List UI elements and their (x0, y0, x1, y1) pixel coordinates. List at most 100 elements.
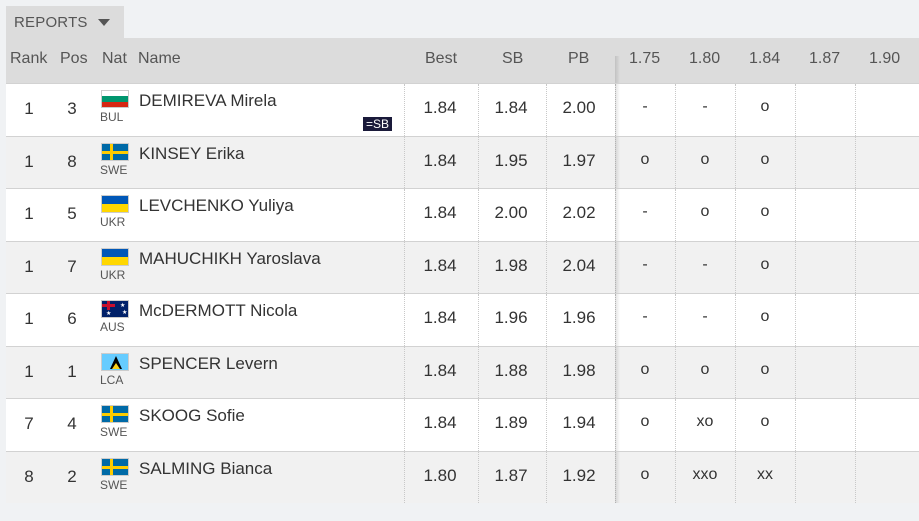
table-row[interactable]: 1 5 UKR LEVCHENKO Yuliya 1.84 2.00 2.02 - o o (6, 188, 919, 241)
rank-cell: 1 (24, 256, 34, 276)
rank-cell: 1 (24, 361, 34, 381)
sb-cell: 1.95 (494, 150, 528, 170)
header-rank[interactable]: Rank (10, 50, 48, 67)
nat-code: SWE (100, 477, 128, 492)
header-sb[interactable]: SB (502, 50, 524, 67)
pos-cell: 8 (67, 151, 77, 171)
attempt-cell: o (760, 150, 770, 168)
athlete-name-link[interactable]: SALMING Bianca (139, 458, 273, 478)
athlete-name-link[interactable]: KINSEY Erika (139, 143, 245, 163)
column-divider (735, 241, 736, 293)
nat-code: UKR (100, 267, 126, 282)
season-best-badge: =SB (363, 117, 393, 131)
athlete-name-link[interactable]: McDERMOTT Nicola (139, 301, 298, 320)
column-divider (735, 189, 736, 241)
attempt-cell: o (760, 255, 770, 273)
table-row[interactable]: 1 1 LCA SPENCER Levern 1.84 1.88 1.98 o o o (6, 345, 919, 398)
column-divider (675, 189, 676, 241)
column-divider (615, 241, 616, 293)
sb-cell: 1.88 (494, 360, 528, 380)
sb-cell: 1.89 (494, 413, 528, 432)
pb-cell: 1.94 (562, 413, 596, 432)
column-divider (855, 294, 856, 346)
scroll-shadow (615, 84, 620, 136)
best-cell: 1.84 (423, 98, 457, 117)
attempt-cell: - (642, 98, 648, 115)
attempt-cell: o (760, 98, 770, 115)
pos-cell: 5 (67, 204, 77, 223)
athlete-name-link[interactable]: MAHUCHIKH Yaroslava (139, 248, 321, 268)
sb-cell: 1.98 (494, 255, 528, 275)
scroll-shadow (615, 294, 620, 346)
attempt-cell: o (640, 150, 650, 168)
attempt-cell: o (700, 150, 710, 168)
attempt-cell: - (642, 255, 648, 273)
pos-cell: 2 (67, 466, 77, 486)
column-divider (404, 136, 405, 188)
table-row[interactable]: 1 3 BUL DEMIREVA Mirela =SB 1.84 1.84 2.00 - - o (6, 83, 919, 136)
pb-cell: 1.97 (562, 150, 596, 170)
column-divider (795, 136, 796, 188)
column-divider (675, 241, 676, 293)
header-best[interactable]: Best (425, 50, 458, 67)
attempt-cell: o (760, 360, 770, 378)
athlete-name-link[interactable]: LEVCHENKO Yuliya (139, 196, 294, 215)
header-height-3: 1.84 (749, 50, 781, 67)
scroll-shadow (615, 56, 620, 83)
column-divider (478, 451, 479, 503)
attempt-cell: o (700, 203, 710, 220)
flag-ukraine-icon (101, 247, 129, 266)
rank-cell: 1 (24, 309, 34, 328)
column-divider (675, 294, 676, 346)
table-row[interactable]: 1 8 SWE KINSEY Erika 1.84 1.95 1.97 o o o (6, 135, 919, 188)
column-divider (546, 241, 547, 293)
header-nat[interactable]: Nat (102, 50, 127, 67)
reports-dropdown-button[interactable]: REPORTS (6, 6, 124, 38)
pos-cell: 3 (67, 99, 77, 118)
rank-cell: 8 (24, 466, 34, 486)
best-cell: 1.80 (423, 465, 457, 485)
column-divider (615, 136, 616, 188)
attempt-cell: - (702, 308, 708, 325)
pb-cell: 1.98 (562, 360, 596, 380)
column-divider (855, 189, 856, 241)
header-pos[interactable]: Pos (60, 50, 88, 67)
column-divider (795, 294, 796, 346)
column-divider (404, 399, 405, 451)
column-divider (404, 451, 405, 503)
flag-sweden-icon (101, 457, 129, 476)
athlete-name-link[interactable]: SPENCER Levern (139, 353, 278, 373)
scroll-shadow (615, 241, 620, 293)
results-table: Rank Pos Nat Name Best SB PB 1.75 1.80 1… (6, 38, 919, 503)
reports-label: REPORTS (14, 13, 88, 31)
table-row[interactable]: 7 4 SWE SKOOG Sofie 1.84 1.89 1.94 o xo o (6, 398, 919, 451)
column-divider (795, 451, 796, 503)
table-header: Rank Pos Nat Name Best SB PB 1.75 1.80 1… (6, 38, 919, 83)
nat-code: BUL (100, 110, 124, 124)
header-name[interactable]: Name (138, 50, 181, 67)
table-row[interactable]: 8 2 SWE SALMING Bianca 1.80 1.87 1.92 o xxo xx (6, 450, 919, 503)
athlete-name-link[interactable]: SKOOG Sofie (139, 406, 245, 425)
column-divider (735, 84, 736, 136)
column-divider (478, 136, 479, 188)
header-height-5: 1.90 (869, 50, 901, 67)
column-divider (478, 294, 479, 346)
column-divider (478, 189, 479, 241)
attempt-cell: o (700, 360, 710, 378)
table-row[interactable]: 1 6 ★ ★ ★ AUS McDERMOTT Nicola 1.84 1.96 1.96 - - o (6, 293, 919, 346)
flag-sweden-icon (101, 405, 129, 423)
header-pb[interactable]: PB (568, 50, 590, 67)
header-height-1: 1.75 (629, 50, 661, 67)
table-row[interactable]: 1 7 UKR MAHUCHIKH Yaroslava 1.84 1.98 2.04 - - o (6, 240, 919, 293)
athlete-name-link[interactable]: DEMIREVA Mirela (139, 91, 277, 110)
header-height-4: 1.87 (809, 50, 841, 67)
attempt-cell: o (760, 203, 770, 220)
pb-cell: 2.04 (562, 255, 596, 275)
column-divider (546, 84, 547, 136)
column-divider (855, 136, 856, 188)
column-divider (675, 346, 676, 398)
nat-code: LCA (100, 372, 124, 387)
attempt-cell: o (640, 360, 650, 378)
attempt-cell: - (702, 98, 708, 115)
best-cell: 1.84 (423, 255, 457, 275)
